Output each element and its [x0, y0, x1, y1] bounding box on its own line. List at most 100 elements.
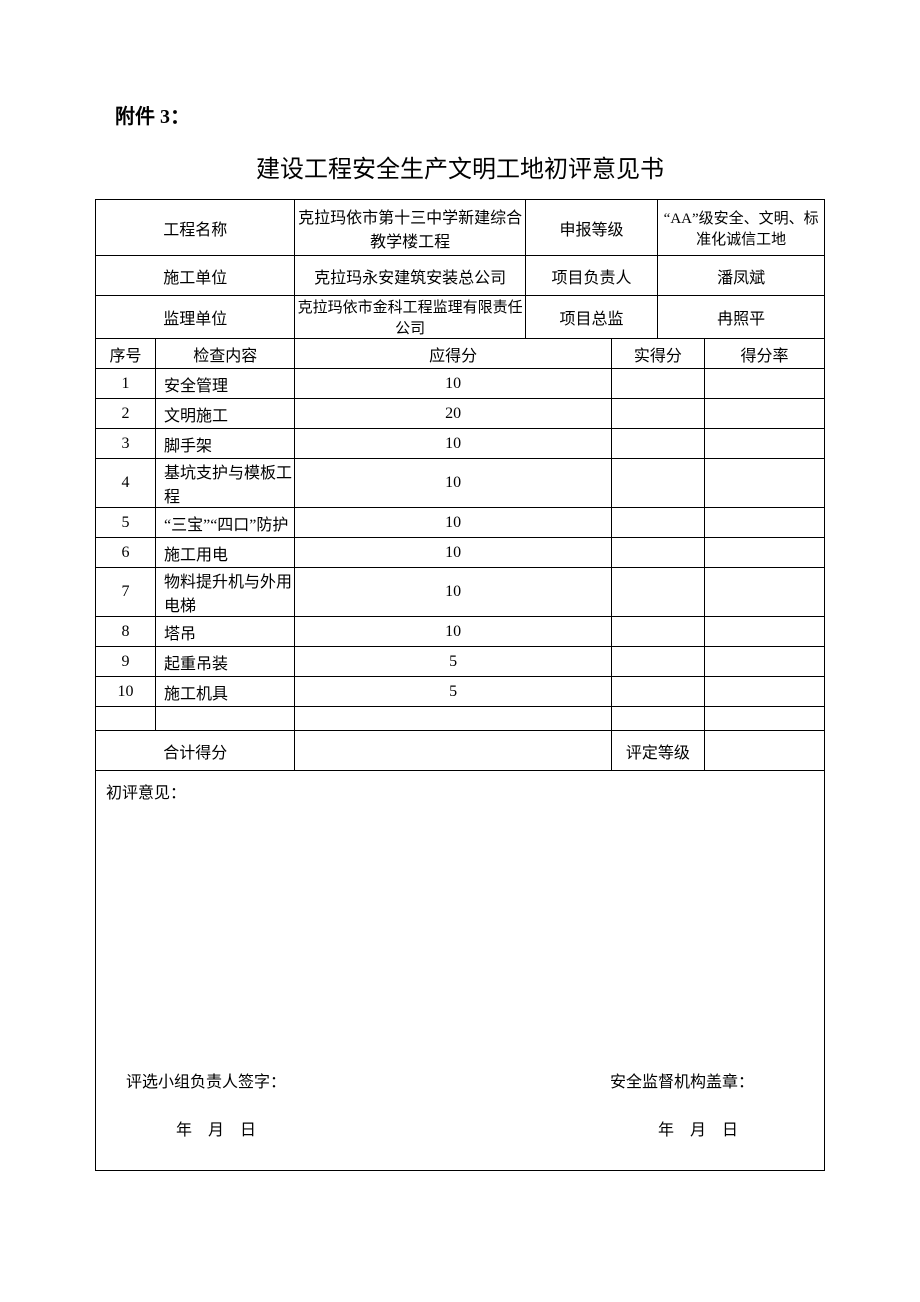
- value-construction-unit: 克拉玛永安建筑安装总公司: [295, 256, 525, 296]
- empty-row: [96, 707, 825, 731]
- attachment-label: 附件 3：: [115, 100, 825, 129]
- cell-seq: 7: [96, 568, 156, 617]
- label-construction-unit: 施工单位: [96, 256, 295, 296]
- cell-max: 10: [295, 369, 611, 399]
- cell-actual: [611, 369, 704, 399]
- table-row: 3 脚手架 10: [96, 429, 825, 459]
- cell-content: 施工用电: [156, 538, 295, 568]
- cell-content: 文明施工: [156, 399, 295, 429]
- value-rating: [705, 731, 825, 771]
- cell-seq: 4: [96, 459, 156, 508]
- document-title: 建设工程安全生产文明工地初评意见书: [95, 149, 825, 184]
- empty-cell: [705, 707, 825, 731]
- cell-max: 10: [295, 429, 611, 459]
- table-row: 2 文明施工 20: [96, 399, 825, 429]
- cell-rate: [705, 647, 825, 677]
- row-project-name: 工程名称 克拉玛依市第十三中学新建综合教学楼工程 申报等级 “AA”级安全、文明…: [96, 200, 825, 256]
- value-project-leader: 潘凤斌: [658, 256, 825, 296]
- cell-rate: [705, 538, 825, 568]
- value-supervision-unit: 克拉玛依市金科工程监理有限责任公司: [295, 296, 525, 339]
- cell-max: 10: [295, 459, 611, 508]
- row-construction-unit: 施工单位 克拉玛永安建筑安装总公司 项目负责人 潘凤斌: [96, 256, 825, 296]
- table-row: 7 物料提升机与外用电梯 10: [96, 568, 825, 617]
- opinion-cell: 初评意见： 评选小组负责人签字： 安全监督机构盖章： 年 月 日 年 月 日: [96, 771, 825, 1171]
- col-score-rate: 得分率: [705, 339, 825, 369]
- empty-cell: [295, 707, 611, 731]
- date-row: 年 月 日 年 月 日: [176, 1116, 744, 1140]
- cell-actual: [611, 677, 704, 707]
- table-row: 10 施工机具 5: [96, 677, 825, 707]
- evaluation-table: 工程名称 克拉玛依市第十三中学新建综合教学楼工程 申报等级 “AA”级安全、文明…: [95, 199, 825, 1171]
- cell-seq: 6: [96, 538, 156, 568]
- cell-max: 20: [295, 399, 611, 429]
- cell-seq: 2: [96, 399, 156, 429]
- label-total: 合计得分: [96, 731, 295, 771]
- value-project-director: 冉照平: [658, 296, 825, 339]
- col-content: 检查内容: [156, 339, 295, 369]
- cell-rate: [705, 429, 825, 459]
- document-page: 附件 3： 建设工程安全生产文明工地初评意见书 工程名称 克拉玛依市第十三中学新…: [0, 0, 920, 1302]
- cell-rate: [705, 459, 825, 508]
- cell-content: 基坑支护与模板工程: [156, 459, 295, 508]
- cell-max: 10: [295, 617, 611, 647]
- cell-seq: 3: [96, 429, 156, 459]
- label-rating: 评定等级: [611, 731, 704, 771]
- cell-actual: [611, 429, 704, 459]
- table-row: 1 安全管理 10: [96, 369, 825, 399]
- col-seq: 序号: [96, 339, 156, 369]
- value-project-name: 克拉玛依市第十三中学新建综合教学楼工程: [295, 200, 525, 256]
- cell-actual: [611, 647, 704, 677]
- cell-seq: 9: [96, 647, 156, 677]
- cell-content: 安全管理: [156, 369, 295, 399]
- label-project-director: 项目总监: [525, 296, 658, 339]
- value-declare-level: “AA”级安全、文明、标准化诚信工地: [658, 200, 825, 256]
- cell-content: 起重吊装: [156, 647, 295, 677]
- cell-max: 5: [295, 647, 611, 677]
- table-row: 8 塔吊 10: [96, 617, 825, 647]
- label-supervision-unit: 监理单位: [96, 296, 295, 339]
- row-total: 合计得分 评定等级: [96, 731, 825, 771]
- cell-actual: [611, 399, 704, 429]
- table-row: 5 “三宝”“四口”防护 10: [96, 508, 825, 538]
- cell-rate: [705, 677, 825, 707]
- table-row: 4 基坑支护与模板工程 10: [96, 459, 825, 508]
- cell-max: 10: [295, 508, 611, 538]
- cell-content: 塔吊: [156, 617, 295, 647]
- cell-max: 10: [295, 568, 611, 617]
- cell-max: 5: [295, 677, 611, 707]
- date-left: 年 月 日: [176, 1116, 262, 1140]
- cell-content: 物料提升机与外用电梯: [156, 568, 295, 617]
- value-total: [295, 731, 611, 771]
- col-actual-score: 实得分: [611, 339, 704, 369]
- cell-content: “三宝”“四口”防护: [156, 508, 295, 538]
- opinion-label: 初评意见：: [106, 779, 814, 803]
- cell-seq: 8: [96, 617, 156, 647]
- cell-rate: [705, 369, 825, 399]
- date-right: 年 月 日: [658, 1116, 744, 1140]
- cell-actual: [611, 538, 704, 568]
- cell-actual: [611, 617, 704, 647]
- row-column-headers: 序号 检查内容 应得分 实得分 得分率: [96, 339, 825, 369]
- cell-actual: [611, 459, 704, 508]
- sign-supervision-agency: 安全监督机构盖章：: [610, 1068, 794, 1092]
- cell-max: 10: [295, 538, 611, 568]
- signature-row: 评选小组负责人签字： 安全监督机构盖章：: [126, 1068, 794, 1092]
- table-row: 9 起重吊装 5: [96, 647, 825, 677]
- cell-rate: [705, 617, 825, 647]
- cell-actual: [611, 568, 704, 617]
- cell-rate: [705, 568, 825, 617]
- cell-seq: 5: [96, 508, 156, 538]
- label-project-name: 工程名称: [96, 200, 295, 256]
- sign-team-leader: 评选小组负责人签字：: [126, 1068, 286, 1092]
- empty-cell: [611, 707, 704, 731]
- cell-seq: 1: [96, 369, 156, 399]
- empty-cell: [156, 707, 295, 731]
- cell-rate: [705, 508, 825, 538]
- row-supervision-unit: 监理单位 克拉玛依市金科工程监理有限责任公司 项目总监 冉照平: [96, 296, 825, 339]
- cell-actual: [611, 508, 704, 538]
- cell-content: 脚手架: [156, 429, 295, 459]
- table-row: 6 施工用电 10: [96, 538, 825, 568]
- col-max-score: 应得分: [295, 339, 611, 369]
- row-opinion: 初评意见： 评选小组负责人签字： 安全监督机构盖章： 年 月 日 年 月 日: [96, 771, 825, 1171]
- label-declare-level: 申报等级: [525, 200, 658, 256]
